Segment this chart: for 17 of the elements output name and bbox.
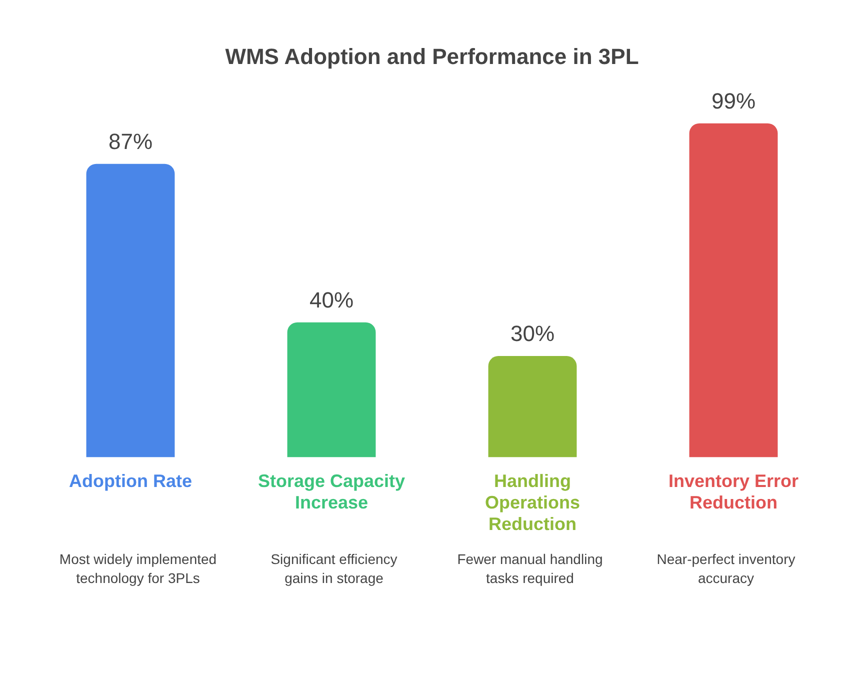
text: Near-perfect inventory accuracy (656, 550, 796, 588)
data-label: 99% (711, 88, 756, 114)
data-label: 40% (309, 287, 354, 312)
data-label: 87% (108, 128, 153, 154)
data-label: 30% (510, 321, 555, 346)
text: Fewer manual handling tasks required (456, 550, 604, 588)
bar (689, 123, 778, 458)
bar (86, 164, 175, 458)
x-tick-label: Storage Capacity Increase (258, 470, 406, 513)
text: Significant efficiency gains in storage (270, 550, 398, 588)
x-tick-label: Adoption Rate (69, 470, 192, 491)
bar (287, 322, 376, 458)
bar (488, 356, 577, 458)
text: Most widely implemented technology for 3PLs (58, 550, 218, 588)
chart-title: WMS Adoption and Performance in 3PL (224, 43, 640, 71)
x-tick-label: Inventory Error Reduction (668, 470, 799, 513)
x-tick-label: Handling Operations Reduction (484, 470, 580, 534)
